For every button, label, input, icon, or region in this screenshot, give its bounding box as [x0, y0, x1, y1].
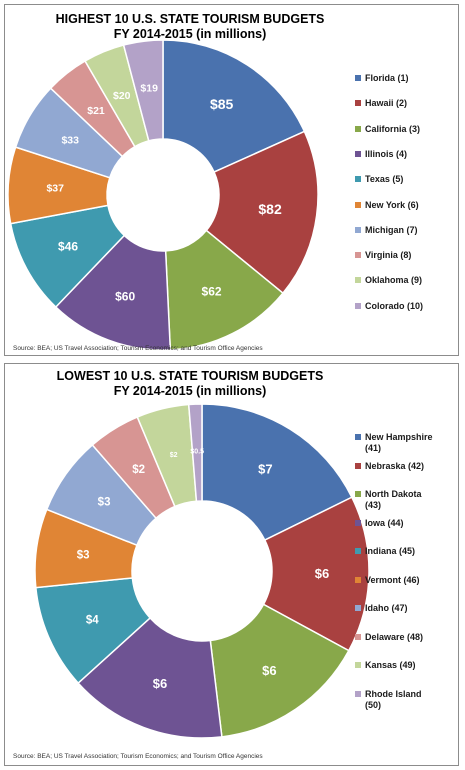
chart-panel-highest: HIGHEST 10 U.S. STATE TOURISM BUDGETS FY… [4, 4, 459, 356]
legend-swatch [355, 633, 361, 640]
legend-label: Florida (1) [365, 73, 409, 83]
donut-slice [209, 603, 350, 738]
data-label: $6 [153, 676, 167, 691]
legend-swatch [355, 605, 361, 611]
legend-swatch [355, 302, 361, 309]
legend-label: Virginia (8) [365, 250, 412, 261]
chart-title-line: HIGHEST 10 U.S. STATE TOURISM BUDGETS [55, 12, 325, 26]
data-label: $21 [87, 105, 105, 117]
legend-label: Delaware (48) [365, 631, 424, 642]
source-note: Source: BEA; US Travel Association; Tour… [13, 753, 263, 760]
legend-label: Vermont (46) [365, 574, 420, 585]
donut-slice [201, 403, 353, 542]
legend-label: New York (6) [365, 199, 419, 210]
legend-label: Kansas (49) [365, 660, 416, 670]
donut-slice [164, 229, 285, 351]
legend-swatch [355, 252, 361, 259]
legend-label: Nebraska (42) [365, 460, 425, 471]
data-label: $20 [113, 90, 131, 102]
legend-label: Iowa (44) [365, 517, 404, 528]
legend-label: Colorado (10) [365, 300, 424, 311]
legend-label: New Hampshire (41) [365, 432, 433, 453]
legend-label: Oklahoma (9) [365, 275, 423, 286]
legend-swatch [355, 548, 361, 554]
donut-slice [187, 403, 203, 503]
chart-subtitle-line: FY 2014-2015 (in millions) [113, 384, 267, 398]
data-label: $3 [98, 497, 111, 509]
chart-title: LOWEST 10 U.S. STATE TOURISM BUDGETS FY … [5, 369, 375, 399]
legend-swatch [355, 462, 361, 469]
donut-chart-lowest: $7 $6 $6 $6 $4 $3 $3 $2 $2 $0.5 [34, 403, 370, 739]
legend-label: Texas (5) [365, 174, 404, 185]
legend-label: North Dakota (43) [365, 489, 422, 510]
data-label: $0.5 [190, 449, 204, 456]
donut-slice [262, 496, 370, 652]
data-label: $3 [77, 549, 90, 561]
data-label: $7 [258, 462, 272, 477]
legend-label: Rhode Island (50) [365, 688, 422, 710]
data-label: $62 [202, 285, 222, 299]
source-note: Source: BEA; US Travel Association; Tour… [13, 345, 263, 352]
data-label: $37 [46, 183, 64, 195]
donut-chart-highest: $85 $82 $62 $60 $46 $37 $33 $21 $20 $19 [7, 39, 319, 351]
legend-label: Hawaii (2) [365, 98, 408, 109]
donut-slice [77, 616, 223, 739]
data-label: $82 [258, 201, 282, 217]
legend-swatch [355, 576, 361, 583]
chart-title-line: LOWEST 10 U.S. STATE TOURISM BUDGETS [56, 369, 324, 383]
donut-slice [162, 39, 306, 174]
legend-swatch [355, 150, 361, 157]
legend-swatch [355, 277, 361, 284]
chart-panel-lowest: LOWEST 10 U.S. STATE TOURISM BUDGETS FY … [4, 363, 459, 766]
legend-swatch [355, 176, 361, 183]
donut-slice [122, 39, 164, 142]
legend-swatch [355, 519, 361, 526]
data-label: $4 [86, 615, 99, 627]
legend-swatch [355, 201, 361, 208]
chart-subtitle-line: FY 2014-2015 (in millions) [113, 27, 267, 41]
data-label: $2 [132, 464, 145, 476]
data-label: $2 [170, 452, 178, 459]
legend-swatch [355, 662, 361, 668]
legend-swatch [355, 226, 361, 233]
data-label: $6 [262, 663, 276, 678]
data-label: $85 [210, 96, 234, 112]
legend-swatch [355, 75, 361, 81]
legend-label: Michigan (7) [365, 224, 418, 235]
legend-swatch [355, 125, 361, 132]
legend-swatch [355, 434, 361, 440]
data-label: $19 [140, 83, 158, 95]
legend-swatch [355, 100, 361, 107]
legend-label: Idaho (47) [365, 603, 408, 613]
chart-title: HIGHEST 10 U.S. STATE TOURISM BUDGETS FY… [5, 12, 375, 42]
legend-label: Indiana (45) [365, 546, 416, 556]
data-label: $46 [58, 240, 78, 254]
data-label: $33 [61, 134, 79, 146]
legend-label: California (3) [365, 123, 421, 134]
data-label: $60 [115, 289, 135, 303]
data-label: $6 [315, 566, 329, 581]
legend-swatch [355, 690, 361, 697]
donut-slice [54, 234, 172, 351]
legend-swatch [355, 491, 361, 497]
legend-label: Illinois (4) [365, 148, 408, 159]
